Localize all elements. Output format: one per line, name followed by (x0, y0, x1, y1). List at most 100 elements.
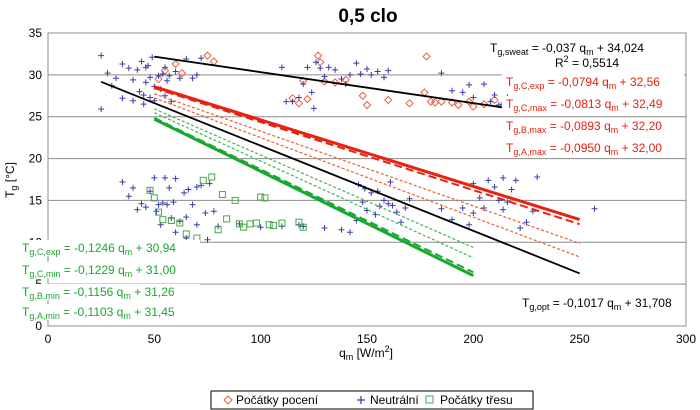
data-point-neutral (310, 105, 317, 112)
data-point-sweat (437, 97, 446, 106)
trend-line (154, 87, 580, 226)
data-point-neutral (480, 81, 487, 88)
x-tick-label: 250 (570, 332, 590, 346)
data-point-sweat (384, 95, 393, 105)
legend: Počátky pocení Neutrální Počátky třesu (210, 390, 534, 410)
data-point-sweat (154, 74, 163, 84)
annotation-hot-cexp: Tg,C,exp = -0,0794 qm + 32,56 (506, 75, 660, 91)
data-point-neutral (176, 75, 183, 82)
data-point-sweat (358, 91, 367, 100)
data-point-neutral (476, 194, 483, 201)
data-point-shiver (146, 186, 154, 194)
data-point-neutral (353, 60, 360, 67)
data-point-neutral (202, 209, 209, 216)
data-point-neutral (138, 200, 145, 207)
data-point-neutral (368, 71, 375, 78)
legend-label: Počátky třesu (440, 393, 513, 407)
data-point-neutral (321, 225, 328, 232)
annotation-bg-hot-bmax (502, 118, 684, 134)
data-point-neutral (295, 94, 302, 101)
data-point-neutral (113, 75, 120, 82)
annotation-bg-cold-cmin (20, 262, 200, 278)
data-point-sweat (313, 51, 323, 60)
data-point-neutral (317, 65, 324, 72)
data-point-neutral (487, 98, 494, 105)
data-point-neutral (119, 179, 126, 186)
data-point-neutral (512, 177, 519, 184)
annotation-bg-cold-amin (20, 304, 200, 320)
data-point-neutral (325, 64, 332, 71)
annotation-bg-hot-cexp (502, 74, 684, 90)
x-tick-labels: 0 50 100 150 200 250 300 (45, 332, 697, 346)
data-point-neutral (508, 186, 515, 193)
y-tick-label: 15 (29, 193, 43, 207)
data-point-neutral (257, 224, 264, 231)
data-point-neutral (449, 87, 456, 94)
trend-line (154, 108, 474, 248)
data-point-neutral (119, 95, 126, 102)
trend-line (153, 117, 474, 274)
y-tick-label: 0 (35, 319, 42, 333)
data-point-neutral (308, 89, 315, 96)
data-point-sweat (171, 59, 180, 69)
legend-item-neutral: Neutrální (357, 393, 419, 407)
data-point-neutral (98, 52, 105, 59)
data-point-neutral (459, 89, 466, 96)
data-point-shiver (167, 217, 175, 225)
data-point-shiver (150, 194, 158, 202)
data-point-shiver (155, 208, 163, 216)
data-point-neutral (278, 64, 285, 71)
data-point-neutral (193, 71, 200, 78)
data-point-neutral (166, 184, 173, 191)
data-point-neutral (289, 98, 296, 105)
x-tick-label: 0 (45, 332, 52, 346)
data-point-sweat (479, 99, 489, 109)
data-point-neutral (534, 173, 541, 180)
data-point-neutral (130, 76, 137, 83)
data-point-sweat (454, 100, 463, 110)
data-point-shiver (159, 216, 167, 224)
data-point-shiver (261, 194, 269, 202)
x-axis-label: qm [W/m2] (339, 344, 393, 362)
data-point-shiver (278, 219, 286, 227)
annotation-cold-cexp: Tg,C,exp = -0,1246 qm + 30,94 (22, 241, 176, 257)
data-point-neutral (119, 60, 126, 67)
annotation-hot-amax: Tg,A,max = -0,0950 qm + 32,00 (506, 141, 662, 157)
data-point-neutral (134, 66, 141, 73)
annotation-hot-cmax: Tg,C,max = -0,0813 qm + 32,49 (506, 97, 663, 113)
y-tick-label: 35 (29, 26, 43, 40)
data-point-neutral (470, 209, 477, 216)
data-point-neutral (204, 236, 211, 243)
data-point-neutral (185, 186, 192, 193)
trend-line (153, 117, 474, 277)
data-point-neutral (466, 81, 473, 88)
data-point-neutral (155, 72, 162, 79)
data-point-neutral (402, 204, 409, 211)
annotation-sweat: Tg,sweat = -0,037 qm + 34,024 (490, 41, 644, 57)
annotation-cold-amin: Tg,A,min = -0,1103 qm + 31,45 (22, 305, 175, 321)
y-tick-label: 30 (29, 68, 43, 82)
data-point-neutral (176, 218, 183, 225)
data-point-neutral (480, 204, 487, 211)
x-tick-label: 200 (463, 332, 483, 346)
legend-box (210, 390, 534, 410)
legend-label: Počátky pocení (236, 393, 319, 407)
data-point-neutral (389, 202, 396, 209)
data-point-neutral (164, 201, 171, 208)
legend-item-shiver: Počátky třesu (425, 393, 513, 407)
data-point-neutral (193, 184, 200, 191)
data-point-shiver (299, 223, 307, 231)
data-point-sweat (362, 100, 372, 110)
data-point-neutral (300, 81, 307, 88)
x-tick-label: 150 (357, 332, 377, 346)
data-point-neutral (155, 201, 162, 208)
data-point-neutral (170, 199, 177, 206)
data-point-neutral (346, 229, 353, 236)
annotation-bg-cold-cexp (20, 240, 200, 256)
data-point-neutral (125, 65, 132, 72)
trend-lines (100, 55, 581, 277)
annotation-bg-hot-amax (502, 140, 684, 156)
diamond-marker-icon (223, 395, 233, 405)
data-point-shiver (252, 219, 260, 227)
data-point-sweat (469, 102, 478, 111)
